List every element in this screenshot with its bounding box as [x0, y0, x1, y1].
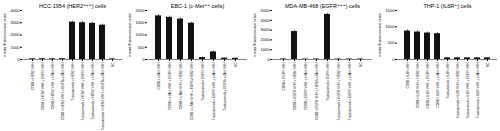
svg-text:CD98 x c-Met VHH: CD98 x c-Met VHH — [157, 62, 161, 90]
svg-text:Trastuzumab x HER2 VHH + EGFR: Trastuzumab x HER2 VHH + EGFR VHH — [81, 62, 85, 121]
svg-text:CD98 x c-Met VHH + HER2 VHH: CD98 x c-Met VHH + HER2 VHH — [179, 62, 183, 110]
svg-text:mean fluorescence units: mean fluorescence units — [377, 13, 382, 56]
svg-text:MDA-MB-468 (EGFR⁺⁺⁺) cells: MDA-MB-468 (EGFR⁺⁺⁺) cells — [285, 3, 360, 9]
svg-text:500: 500 — [138, 45, 145, 50]
svg-text:2000: 2000 — [261, 37, 271, 42]
svg-text:mean fluorescence units: mean fluorescence units — [2, 13, 7, 56]
svg-text:Trastuzumab x IL6R VHH: Trastuzumab x IL6R VHH — [446, 62, 450, 99]
svg-text:Trastuzumab x EGFR VHH + HER2: Trastuzumab x EGFR VHH + HER2 VHH — [337, 62, 341, 121]
svg-text:0: 0 — [392, 57, 395, 62]
svg-text:Trastuzumab x IL6R VHH + EGFR: Trastuzumab x IL6R VHH + EGFR VHH — [466, 62, 470, 119]
svg-text:CD98 x HER2 VHH + EGFR VHH: CD98 x HER2 VHH + EGFR VHH — [41, 62, 45, 110]
svg-text:HCC-1954 (HER2⁺⁺⁺) cells: HCC-1954 (HER2⁺⁺⁺) cells — [39, 3, 106, 9]
svg-text:Trastuzumab x EGFR VHH: Trastuzumab x EGFR VHH — [201, 62, 205, 101]
svg-text:3000: 3000 — [11, 20, 21, 25]
svg-text:NC: NC — [486, 62, 490, 67]
svg-text:THP-1 (IL6R⁺) cells: THP-1 (IL6R⁺) cells — [423, 3, 471, 9]
svg-text:CD98 x c-Met VHH + EGFR+HER2 V: CD98 x c-Met VHH + EGFR+HER2 VHH — [190, 62, 194, 120]
svg-text:CD98 x EGFR VHH: CD98 x EGFR VHH — [282, 62, 286, 91]
svg-text:NC: NC — [111, 62, 115, 67]
svg-text:CD98 x EGFR VHH + HER2+c-Met V: CD98 x EGFR VHH + HER2+c-Met VHH — [315, 62, 319, 120]
svg-text:CD98 x EGFR VHH + c-Met VHH: CD98 x EGFR VHH + c-Met VHH — [304, 62, 308, 110]
svg-text:CD98 x c-Met VHH + EGFR VHH: CD98 x c-Met VHH + EGFR VHH — [168, 62, 172, 110]
svg-text:0: 0 — [142, 57, 145, 62]
svg-text:CD98 x HER2 VHH: CD98 x HER2 VHH — [31, 62, 35, 90]
svg-text:1000: 1000 — [11, 45, 21, 50]
svg-text:1000: 1000 — [386, 24, 396, 29]
svg-text:3000: 3000 — [261, 27, 271, 32]
svg-text:2000: 2000 — [11, 32, 21, 37]
svg-text:NC: NC — [359, 62, 363, 67]
svg-text:CD98 x HER2 VHH + c-Met VHH: CD98 x HER2 VHH + c-Met VHH — [51, 62, 55, 110]
svg-text:5000: 5000 — [261, 8, 271, 13]
svg-text:1500: 1500 — [136, 20, 146, 25]
svg-text:Trastuzumab x EGFR VHH + c-Met: Trastuzumab x EGFR VHH + c-Met VHH — [348, 62, 352, 120]
svg-text:EBC-1 (c-Met⁺⁺ cells): EBC-1 (c-Met⁺⁺ cells) — [171, 3, 225, 9]
svg-text:CD98 x IL6R VHH + EGFR VHH: CD98 x IL6R VHH + EGFR VHH — [426, 62, 430, 109]
svg-text:4000: 4000 — [11, 8, 21, 13]
svg-text:CD98 x IL6R VHH: CD98 x IL6R VHH — [406, 62, 410, 89]
svg-text:0: 0 — [17, 57, 20, 62]
svg-text:1000: 1000 — [136, 32, 146, 37]
svg-text:500: 500 — [388, 40, 395, 45]
svg-text:CD98 x EGFR VHH + HER2 VHH: CD98 x EGFR VHH + HER2 VHH — [293, 62, 297, 110]
svg-text:Trastuzumab x IL6R VHH + c-Met: Trastuzumab x IL6R VHH + c-Met VHH — [476, 62, 480, 118]
svg-text:0: 0 — [267, 57, 270, 62]
svg-text:Trastuzumab x HER2 VHH + c-Met: Trastuzumab x HER2 VHH + c-Met VHH — [91, 62, 95, 120]
svg-text:1000: 1000 — [261, 47, 271, 52]
svg-text:4000: 4000 — [261, 18, 271, 23]
svg-text:Trastuzumab x EGFR VHH: Trastuzumab x EGFR VHH — [326, 62, 330, 101]
svg-text:Trastuzumab x HER2 VHH: Trastuzumab x HER2 VHH — [71, 62, 75, 101]
svg-text:mean fluorescence units: mean fluorescence units — [127, 13, 132, 56]
svg-text:2000: 2000 — [136, 8, 146, 13]
svg-text:CD98 x HER2 VHH + EGFR+c-Met V: CD98 x HER2 VHH + EGFR+c-Met VHH — [61, 62, 65, 120]
svg-text:NC: NC — [234, 62, 238, 67]
svg-text:Trastuzumab x HER2 VHH + EGFR+: Trastuzumab x HER2 VHH + EGFR+c-Met VHH — [101, 62, 105, 131]
svg-text:Trastuzumab x EGFR+c-Met VHH: Trastuzumab x EGFR+c-Met VHH — [223, 62, 227, 111]
svg-text:Trastuzumab x EGFR VHH + c-Met: Trastuzumab x EGFR VHH + c-Met VHH — [212, 62, 216, 120]
svg-text:Trastuzumab x IL6R VHH + HER2: Trastuzumab x IL6R VHH + HER2 VHH — [456, 62, 460, 119]
svg-text:1500: 1500 — [386, 8, 396, 13]
svg-text:CD98 x IL6R VHH + HER2 VHH: CD98 x IL6R VHH + HER2 VHH — [416, 62, 420, 108]
svg-text:CD98 x IL6R VHH + c-Met VHH: CD98 x IL6R VHH + c-Met VHH — [436, 62, 440, 108]
svg-text:mean fluorescence units: mean fluorescence units — [252, 13, 257, 56]
